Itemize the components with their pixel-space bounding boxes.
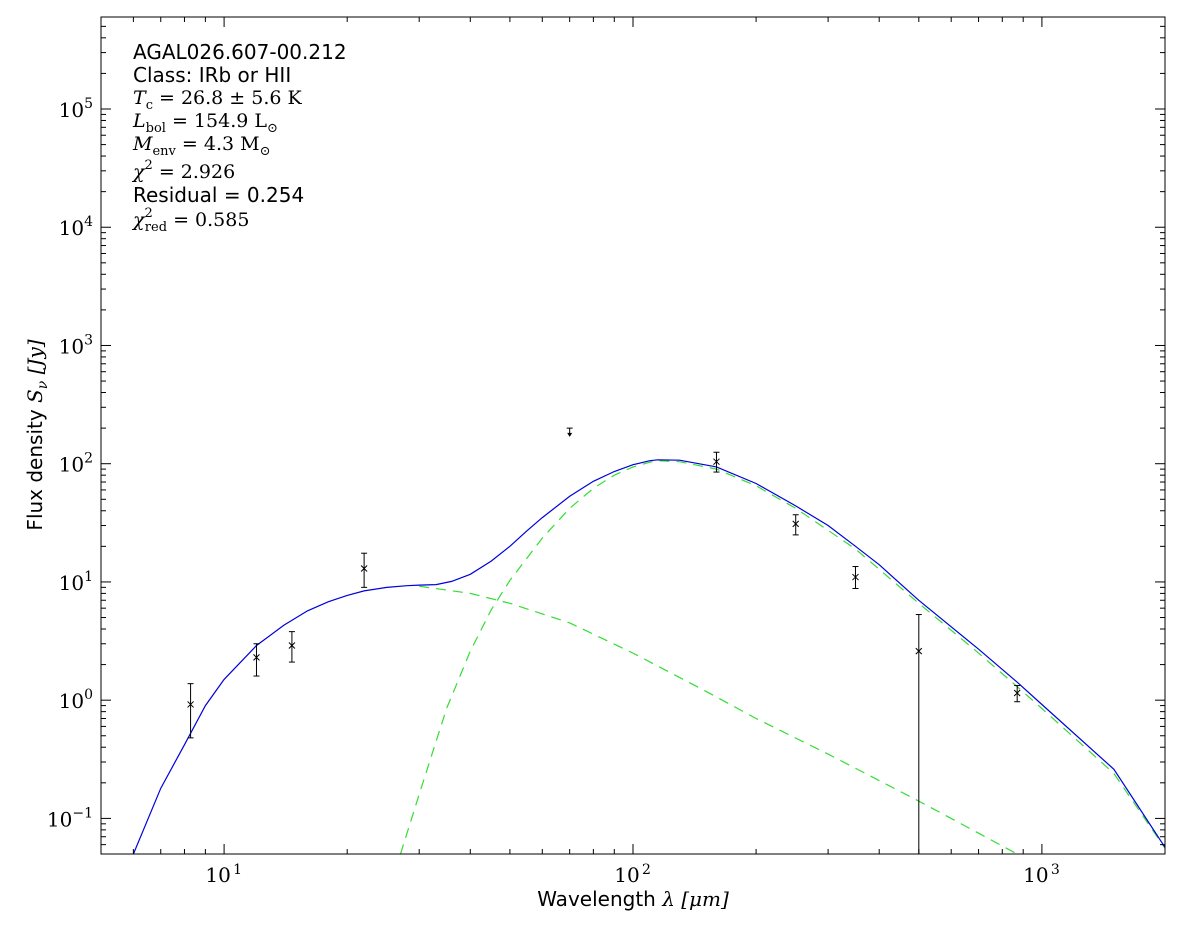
source-name: AGAL026.607-00.212 — [133, 40, 347, 64]
data-point-marker — [253, 654, 260, 661]
y-tick-label: 101 — [59, 569, 93, 595]
total-model-curve — [132, 459, 1165, 854]
chi2-annotation: χ2 = 2.926 — [131, 158, 235, 183]
y-tick-label: 103 — [59, 332, 93, 358]
x-tick-exponent: 1 — [233, 862, 242, 878]
y-tick-label: 104 — [59, 214, 93, 240]
data-point-marker — [713, 458, 720, 466]
data-point-marker — [852, 573, 859, 581]
x-tick-exponent: 3 — [1051, 862, 1060, 878]
data-point-marker — [1013, 689, 1021, 697]
y-tick-label: 105 — [59, 96, 93, 122]
source-class: Class: IRb or HII — [133, 63, 291, 87]
data-point-marker — [187, 701, 194, 708]
data-points — [187, 427, 1021, 854]
x-tick-label: 10 — [205, 863, 230, 887]
y-tick-label: 100 — [59, 687, 93, 713]
y-tick-label: 10−1 — [47, 805, 93, 831]
x-tick-label: 10 — [1023, 863, 1048, 887]
component-curve — [419, 585, 1018, 854]
y-tick-label: 102 — [59, 451, 93, 477]
x-tick-label: 10 — [614, 863, 639, 887]
luminosity-annotation: Lbol = 154.9 L⊙ — [132, 110, 278, 136]
chi2-reduced-annotation: χ2 red = 0.585 — [131, 206, 249, 235]
y-axis-label: Flux density Sν [Jy] — [23, 339, 51, 530]
model-curves — [132, 459, 1165, 854]
upper-limit-arrow — [567, 432, 573, 437]
axis-ticks — [100, 16, 1166, 855]
annotation-block: AGAL026.607-00.212 Class: IRb or HII Tc … — [131, 40, 347, 235]
x-axis-label: Wavelength λ [μm] — [537, 887, 729, 911]
mass-annotation: Menv = 4.3 M⊙ — [132, 133, 271, 159]
data-point-marker — [360, 565, 368, 572]
data-point-marker — [915, 647, 923, 655]
data-point-marker — [288, 642, 296, 649]
x-tick-exponent: 2 — [642, 862, 651, 878]
temperature-annotation: Tc = 26.8 ± 5.6 K — [133, 87, 303, 113]
residual-annotation: Residual = 0.254 — [133, 183, 304, 207]
data-point-marker — [792, 520, 800, 528]
